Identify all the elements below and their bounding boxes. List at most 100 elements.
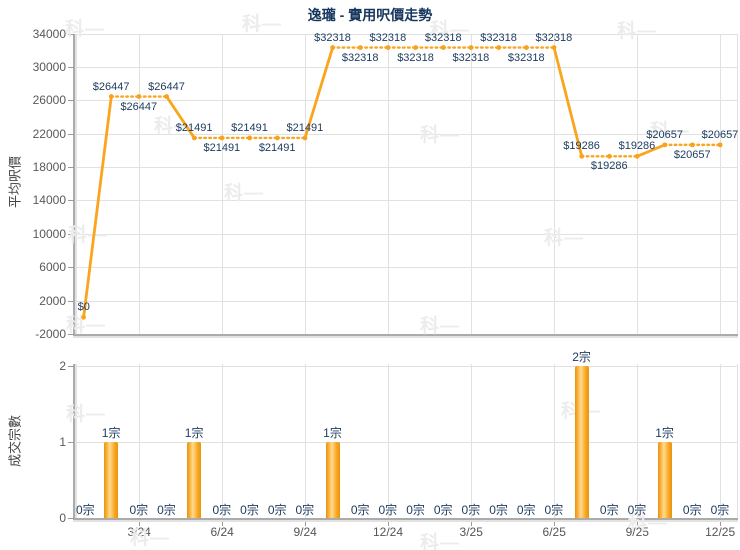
x-tick-label: 9/25 [625,525,649,539]
horizontal-gridline [74,133,737,135]
data-point-marker [247,135,253,141]
data-point-label: $20657 [701,128,739,141]
y-tick-label: 10000 [32,226,66,241]
data-point-label: $32318 [452,51,490,64]
data-point-label: $32318 [314,31,351,44]
bar-count-label: 0宗 [76,503,95,517]
data-point-marker [357,45,363,50]
vertical-gridline [737,33,738,334]
data-point-label: $21491 [175,121,213,134]
y-tick-label: 2 [59,359,66,373]
y-axis-line-highlight [75,33,77,336]
watermark-text: 科— [544,228,585,249]
bar-count-label: 0宗 [710,503,730,517]
x-tick-label: 6/25 [542,525,566,539]
x-axis-line-shadow [73,336,738,338]
data-point-marker [164,94,170,99]
data-point-label: $32318 [535,31,573,44]
bar-count-label: 1宗 [101,426,121,440]
data-point-label: $19286 [618,140,656,153]
data-point-marker [496,45,502,50]
y-tick-mark [68,200,74,202]
data-point-marker [108,94,114,99]
data-point-marker [440,45,446,50]
data-point-label: $21491 [286,121,324,134]
x-tick-label: 9/24 [293,525,317,539]
y-tick-mark [68,133,74,135]
vertical-gridline [221,364,223,518]
x-tick-mark [304,522,306,526]
vertical-gridline [720,364,722,518]
y-tick-label: -2000 [35,327,66,341]
data-point-label: $21491 [231,121,268,134]
bar-count-label: 0宗 [406,503,425,517]
y-tick-mark [68,233,74,235]
x-tick-label: 12/24 [373,525,404,539]
data-point-marker [690,142,695,148]
vertical-gridline [138,33,140,334]
chart-title: 逸瓏 - 實用呎價走勢 [307,7,433,23]
data-point-label: $32318 [507,51,545,64]
x-tick-label: 12/25 [705,525,736,539]
y-tick-label: 2000 [39,293,66,308]
vertical-gridline [388,364,389,518]
vertical-gridline [388,33,389,334]
y-axis-line [73,33,75,336]
vertical-gridline [471,364,473,518]
y-axis-label-avg-price: 平均呎價 [7,155,23,209]
data-point-marker [81,314,86,320]
y-tick-label: 22000 [32,126,66,141]
y-tick-mark [68,100,74,102]
x-tick-mark [720,522,722,526]
y-tick-mark [68,334,74,335]
y-tick-label: 34000 [32,26,66,41]
bar-count-label: 0宗 [295,503,315,517]
horizontal-gridline [74,66,737,68]
data-point-label: $32318 [480,31,517,44]
bar-count-label: 2宗 [572,350,591,364]
y-tick-mark [68,33,74,35]
bar-count-label: 0宗 [516,503,536,517]
vertical-gridline [554,364,556,518]
y-tick-label: 0 [59,511,66,525]
bar-count-label: 0宗 [433,503,453,517]
x-tick-mark [388,522,389,526]
bar-count-label: 0宗 [682,503,702,517]
horizontal-gridline [74,366,737,367]
y-tick-mark [68,300,74,302]
y-tick-label: 18000 [32,160,66,175]
transaction-bar [574,366,589,518]
data-point-marker [191,135,197,141]
data-point-label: $0 [77,301,90,314]
data-point-label: $26447 [148,80,185,93]
bar-count-label: 0宗 [157,503,176,517]
x-tick-mark [221,522,223,526]
bar-count-label: 0宗 [129,503,149,517]
y-tick-label: 14000 [32,193,66,208]
data-point-label: $32318 [424,31,462,44]
horizontal-gridline [74,233,737,235]
data-point-label: $26447 [92,80,130,93]
vertical-gridline [304,33,306,334]
data-point-marker [607,153,612,159]
y-tick-mark [68,66,74,68]
horizontal-gridline [74,442,737,443]
x-tick-label: 3/25 [459,525,483,539]
horizontal-gridline [74,33,737,35]
bar-count-label: 1宗 [323,426,342,440]
data-point-label: $19286 [563,140,600,153]
watermark-text: 科— [66,404,107,425]
transaction-bar [325,442,340,518]
transaction-bar [657,442,672,518]
data-point-marker [274,135,280,141]
data-point-marker [523,45,529,50]
y-tick-label: 26000 [32,93,66,108]
data-point-marker [413,45,419,50]
data-point-marker [330,45,336,50]
data-point-marker [579,153,585,159]
watermark-text: 科— [420,533,461,550]
price-line-segment [82,96,113,318]
data-point-label: $32318 [341,51,379,64]
data-point-label: $32318 [369,31,407,44]
